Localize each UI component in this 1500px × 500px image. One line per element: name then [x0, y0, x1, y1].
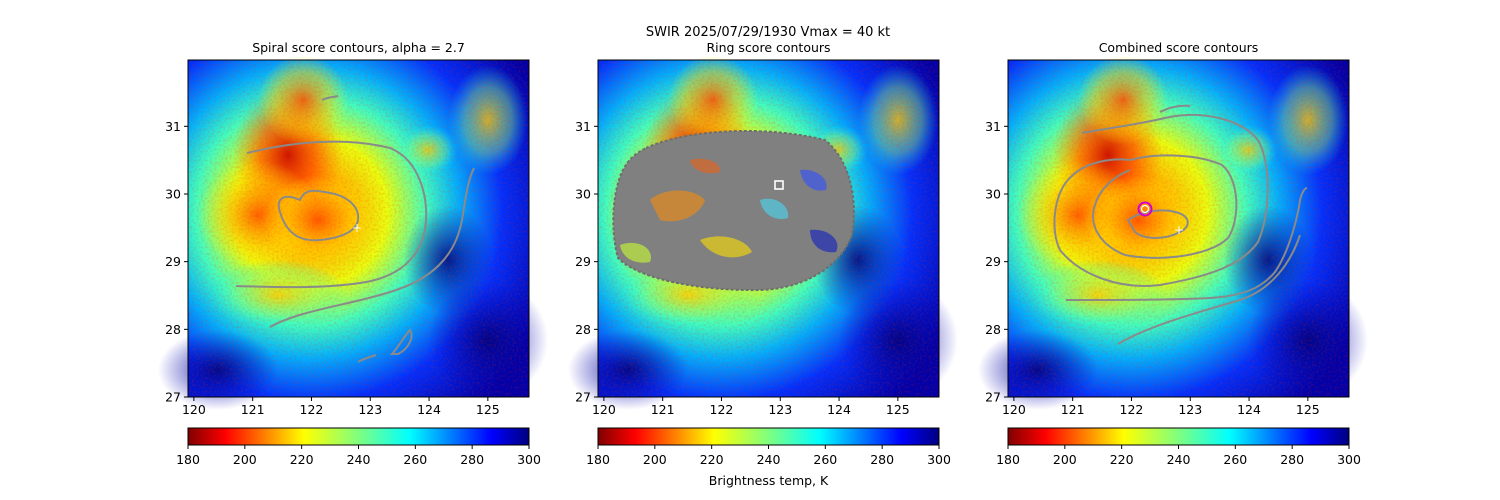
colorbar-tick-label: 200 [1053, 452, 1077, 467]
x-tick-label: 124 [827, 402, 851, 417]
x-tick-label: 121 [241, 402, 265, 417]
y-tick-label: 31 [165, 119, 181, 134]
y-tick-label: 27 [985, 390, 1001, 405]
panel-combined-center-marker: + [1174, 223, 1184, 237]
panel-spiral-x-ticks: 120 121 122 123 124 125 [182, 397, 500, 417]
colorbar-tick-label: 180 [996, 452, 1020, 467]
x-tick-label: 125 [886, 402, 910, 417]
panel-spiral-frame [187, 59, 530, 398]
x-tick-label: 120 [592, 402, 616, 417]
colorbar-tick-label: 220 [290, 452, 314, 467]
x-tick-label: 124 [417, 402, 441, 417]
panel-combined-colorbar-ticks: 180 200 220 240 260 280 300 [996, 445, 1361, 467]
x-tick-label: 123 [768, 402, 792, 417]
panel-ring-center-marker [774, 180, 784, 190]
x-tick-label: 120 [1002, 402, 1026, 417]
panel-combined-best-center-inner [1140, 204, 1150, 214]
panel-spiral-colorbar-ticks: 180 200 220 240 260 280 300 [176, 445, 541, 467]
y-tick-label: 27 [165, 390, 181, 405]
figure-suptitle: SWIR 2025/07/29/1930 Vmax = 40 kt [646, 25, 890, 40]
panel-spiral-center-marker: + [352, 221, 362, 235]
y-tick-label: 29 [575, 254, 591, 269]
panel-ring-x-ticks: 120 121 122 123 124 125 [592, 397, 910, 417]
colorbar-tick-label: 240 [757, 452, 781, 467]
colorbar-tick-label: 260 [403, 452, 427, 467]
y-tick-label: 28 [575, 322, 591, 337]
x-tick-label: 122 [300, 402, 324, 417]
colorbar-tick-label: 300 [517, 452, 541, 467]
panel-ring: Ring score contours 120 121 122 123 124 125 2… [568, 40, 958, 488]
colorbar-tick-label: 180 [586, 452, 610, 467]
y-tick-label: 28 [165, 322, 181, 337]
colorbar-label: Brightness temp, K [709, 473, 829, 488]
y-tick-label: 29 [985, 254, 1001, 269]
colorbar-tick-label: 300 [1337, 452, 1361, 467]
colorbar-tick-label: 260 [1223, 452, 1247, 467]
combined-contours [1053, 104, 1308, 345]
colorbar-tick-label: 280 [870, 452, 894, 467]
x-tick-label: 123 [358, 402, 382, 417]
panel-ring-frame [597, 59, 940, 398]
x-tick-label: 121 [651, 402, 675, 417]
panel-ring-y-ticks: 27 28 29 30 31 [575, 119, 598, 405]
colorbar-tick-label: 220 [700, 452, 724, 467]
x-tick-label: 125 [476, 402, 500, 417]
panel-combined-x-ticks: 120 121 122 123 124 125 [1002, 397, 1320, 417]
y-tick-label: 30 [165, 186, 181, 201]
colorbar-tick-label: 200 [643, 452, 667, 467]
y-tick-label: 31 [575, 119, 591, 134]
colorbar-tick-label: 220 [1110, 452, 1134, 467]
panel-spiral-colorbar [187, 427, 530, 446]
colorbar-tick-label: 180 [176, 452, 200, 467]
panel-combined-y-ticks: 27 28 29 30 31 [985, 119, 1008, 405]
panel-combined-best-center [1137, 201, 1153, 217]
panel-combined-title: Combined score contours [1099, 40, 1259, 55]
panel-ring-colorbar-ticks: 180 200 220 240 260 280 300 [586, 445, 951, 467]
colorbar-tick-label: 260 [813, 452, 837, 467]
x-tick-label: 121 [1061, 402, 1085, 417]
y-tick-label: 28 [985, 322, 1001, 337]
x-tick-label: 122 [710, 402, 734, 417]
x-tick-label: 123 [1178, 402, 1202, 417]
x-tick-label: 120 [182, 402, 206, 417]
x-tick-label: 122 [1120, 402, 1144, 417]
x-tick-label: 124 [1237, 402, 1261, 417]
panel-ring-colorbar [597, 427, 940, 446]
y-tick-label: 30 [575, 186, 591, 201]
colorbar-tick-label: 280 [1280, 452, 1304, 467]
y-tick-label: 27 [575, 390, 591, 405]
y-tick-label: 29 [165, 254, 181, 269]
panel-combined: Combined score contours + 120 121 122 123 12… [978, 40, 1368, 467]
x-tick-label: 125 [1296, 402, 1320, 417]
y-tick-label: 30 [985, 186, 1001, 201]
spiral-contours [235, 95, 475, 363]
y-tick-label: 31 [985, 119, 1001, 134]
panel-combined-frame [1007, 59, 1350, 398]
panel-ring-title: Ring score contours [706, 40, 830, 55]
colorbar-tick-label: 240 [347, 452, 371, 467]
colorbar-tick-label: 280 [460, 452, 484, 467]
colorbar-tick-label: 240 [1167, 452, 1191, 467]
panel-spiral-title: Spiral score contours, alpha = 2.7 [252, 40, 465, 55]
colorbar-tick-label: 300 [927, 452, 951, 467]
panel-combined-colorbar [1007, 427, 1350, 446]
panel-spiral-y-ticks: 27 28 29 30 31 [165, 119, 188, 405]
ring-contours [612, 129, 855, 292]
panel-spiral: Spiral score contours, alpha = 2.7 + 120… [158, 40, 548, 467]
colorbar-tick-label: 200 [233, 452, 257, 467]
